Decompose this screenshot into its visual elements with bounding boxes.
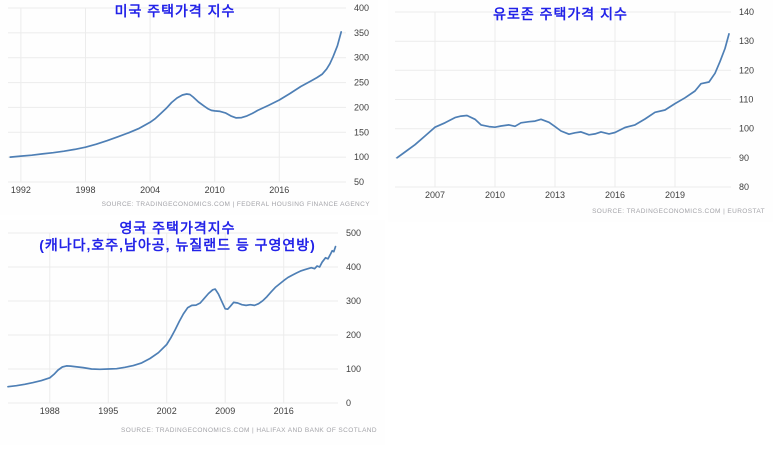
uk-line-chart: 500 400 300 200 100 0 1988 1995 2002 2009 2016 <box>7 228 361 416</box>
svg-text:250: 250 <box>354 78 369 88</box>
svg-text:0: 0 <box>346 398 351 408</box>
us-line-chart: 400 350 300 250 200 150 100 50 1992 1998 2004 2010 2… <box>8 3 369 195</box>
svg-text:400: 400 <box>354 3 369 13</box>
svg-text:2007: 2007 <box>425 190 445 200</box>
svg-text:100: 100 <box>346 364 361 374</box>
svg-text:90: 90 <box>739 153 749 163</box>
svg-text:400: 400 <box>346 262 361 272</box>
svg-text:50: 50 <box>354 177 364 187</box>
svg-text:110: 110 <box>739 95 753 105</box>
svg-text:2013: 2013 <box>545 190 565 200</box>
svg-text:2004: 2004 <box>140 185 160 195</box>
svg-text:2016: 2016 <box>274 406 294 416</box>
svg-text:2016: 2016 <box>269 185 289 195</box>
svg-text:350: 350 <box>354 28 369 38</box>
svg-text:120: 120 <box>739 65 754 75</box>
us-chart-source: SOURCE: TRADINGECONOMICS.COM | FEDERAL H… <box>101 201 370 208</box>
svg-text:100: 100 <box>354 152 369 162</box>
svg-text:2010: 2010 <box>485 190 505 200</box>
svg-text:140: 140 <box>739 7 754 17</box>
svg-text:150: 150 <box>354 127 369 137</box>
svg-text:1998: 1998 <box>75 185 95 195</box>
us-house-price-chart: 미국 주택가격 지수 400 350 300 250 200 150 100 50 1992 19… <box>0 0 378 215</box>
eurozone-house-price-chart: 유로존 주택가격 지수 140 130 120 110 100 90 80 2007 2010 2… <box>388 0 773 222</box>
svg-text:2009: 2009 <box>215 406 235 416</box>
svg-text:130: 130 <box>739 36 754 46</box>
svg-text:2019: 2019 <box>665 190 685 200</box>
uk-chart-source: SOURCE: TRADINGECONOMICS.COM | HALIFAX A… <box>121 427 377 434</box>
svg-text:2010: 2010 <box>205 185 225 195</box>
svg-text:2002: 2002 <box>157 406 177 416</box>
svg-text:300: 300 <box>346 296 361 306</box>
eurozone-chart-source: SOURCE: TRADINGECONOMICS.COM | EUROSTAT <box>592 208 765 215</box>
svg-text:1988: 1988 <box>40 406 60 416</box>
svg-text:200: 200 <box>354 102 369 112</box>
svg-text:300: 300 <box>354 53 369 63</box>
svg-text:500: 500 <box>346 228 361 238</box>
svg-text:1992: 1992 <box>11 185 31 195</box>
svg-text:2016: 2016 <box>605 190 625 200</box>
eurozone-line-chart: 140 130 120 110 100 90 80 2007 2010 2013 2016 2019 <box>395 7 754 200</box>
svg-text:100: 100 <box>739 124 754 134</box>
svg-text:200: 200 <box>346 330 361 340</box>
svg-text:1995: 1995 <box>98 406 118 416</box>
svg-text:80: 80 <box>739 182 749 192</box>
uk-house-price-chart: 영국 주택가격지수 (캐나다,호주,남아공, 뉴질랜드 등 구영연방) 500 4… <box>0 220 385 445</box>
